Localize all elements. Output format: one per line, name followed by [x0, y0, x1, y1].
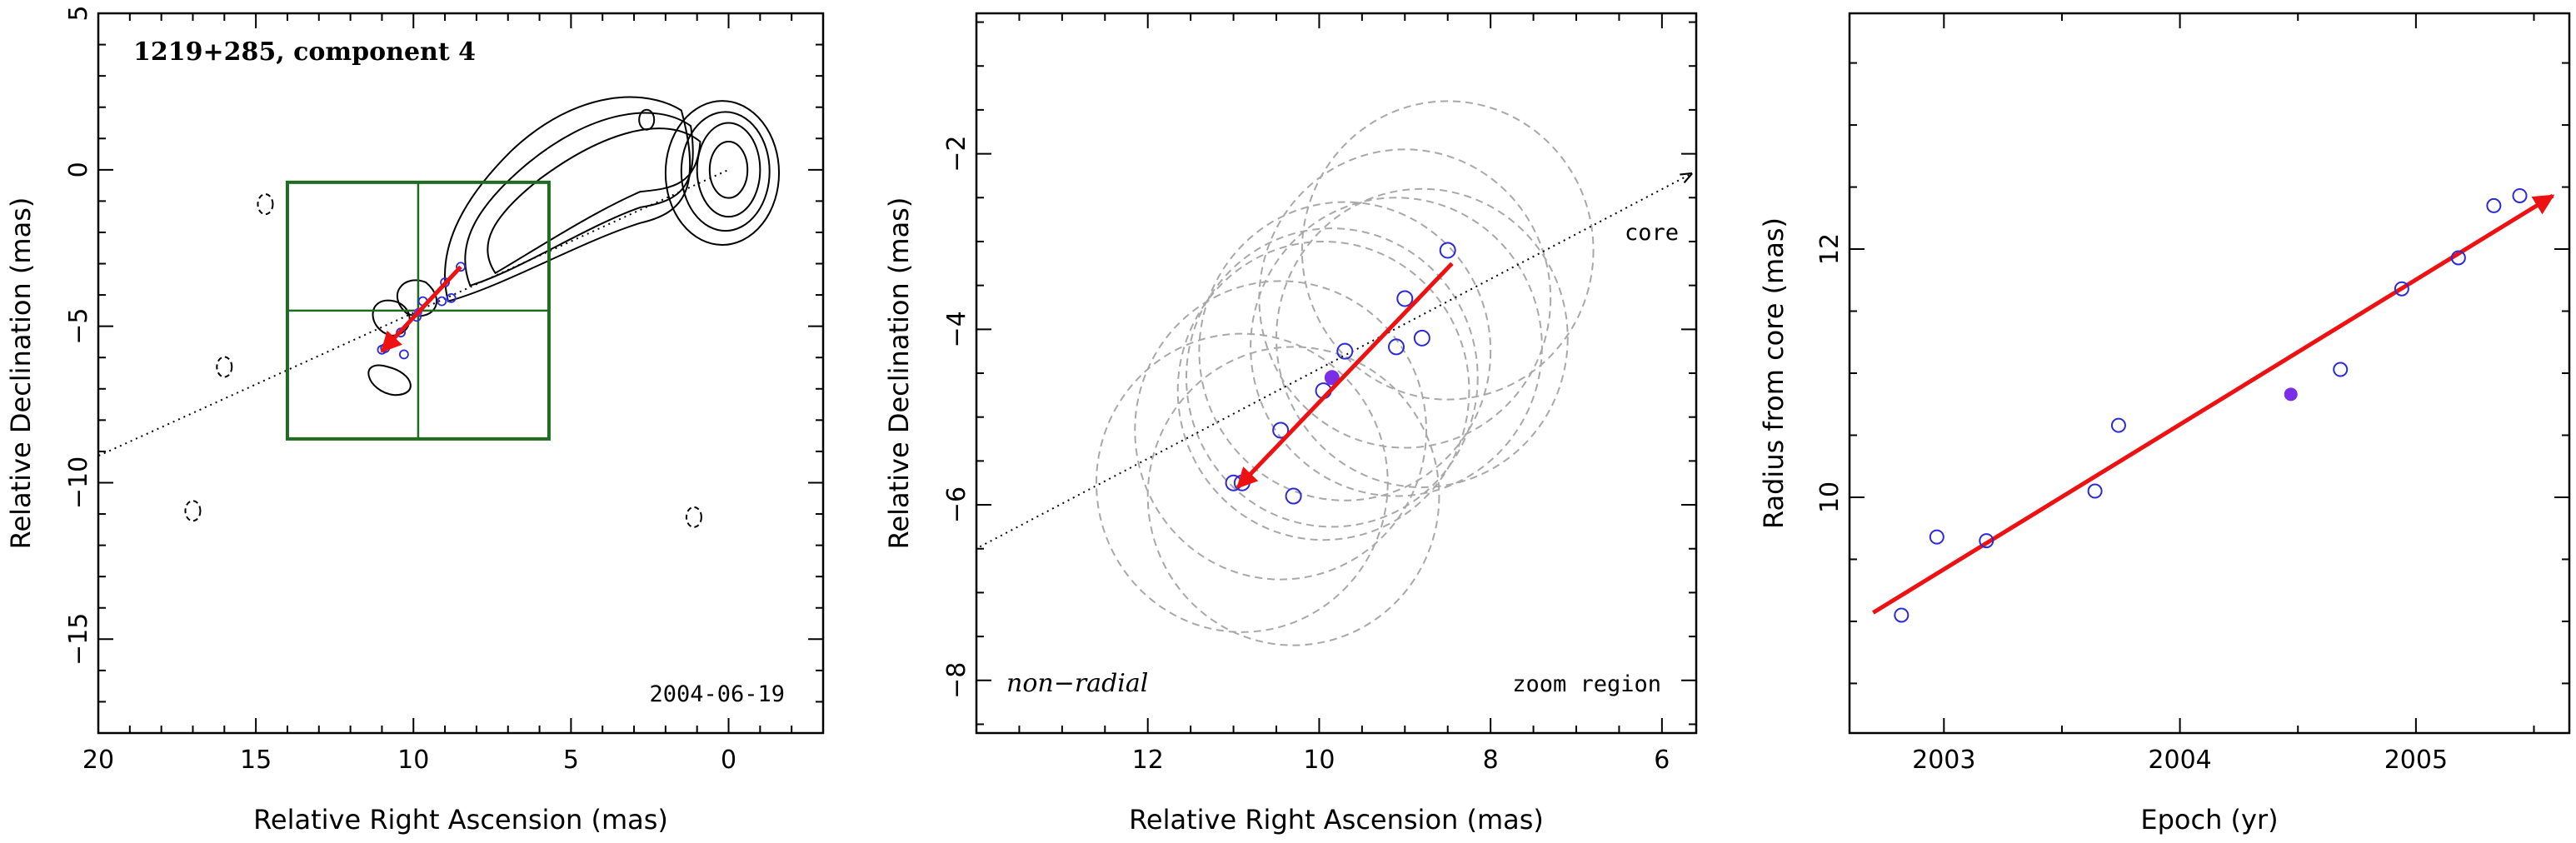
p1-core-contour: [664, 100, 781, 246]
p2-beam-circle: [1146, 346, 1440, 646]
p3-xtick-label: 2003: [1912, 746, 1975, 775]
p2-ytick-label: −6: [942, 486, 971, 523]
p2-ylabel: Relative Declination (mas): [883, 197, 915, 550]
p1-data-point: [456, 262, 466, 272]
p3-xlabel: Epoch (yr): [2140, 804, 2278, 836]
p1-ytick-label: 5: [64, 5, 93, 21]
p2-beam-circle: [1198, 201, 1492, 501]
p1-ytick-label: −15: [64, 613, 93, 666]
panel-radius-vs-epoch: 2003 2004 2005 10 12 Epoch (yr) Radius from …: [1758, 12, 2571, 836]
p2-ytick-label: −8: [942, 662, 971, 699]
p2-ytick-label: −4: [942, 311, 971, 347]
p3-data-point: [2512, 187, 2528, 203]
p1-negative-contour: [638, 108, 656, 131]
p2-axes: 12 10 8 6 −2 −4 −6 −8: [942, 13, 1696, 775]
p1-xtick-label: 10: [397, 746, 429, 775]
p1-motion-arrow: [380, 265, 462, 353]
p2-beam-circle: [1186, 227, 1479, 528]
p1-core-contour: [708, 141, 749, 199]
p2-data-point: [1439, 242, 1456, 259]
p1-date-label: 2004-06-19: [649, 681, 785, 707]
p2-plot-area: [976, 100, 1691, 646]
p1-negative-contour: [257, 193, 274, 216]
p2-trajectory-line: [976, 174, 1691, 550]
p1-core-contour: [680, 111, 771, 232]
p1-title: 1219+285, component 4: [133, 37, 476, 67]
p1-jet-contour: [367, 364, 412, 397]
p1-negative-contour: [216, 356, 233, 378]
p3-frame: [1848, 12, 2571, 735]
p1-data-point: [437, 296, 447, 307]
p2-xlabel: Relative Right Ascension (mas): [1129, 804, 1544, 836]
p1-core-contour: [696, 122, 761, 218]
p3-data-point: [2486, 197, 2502, 213]
p3-fit-arrow: [1872, 193, 2555, 615]
p2-clipped: [976, 100, 1691, 646]
p1-jet-contour: [464, 112, 694, 287]
p2-xtick-label: 6: [1654, 746, 1670, 775]
p1-xtick-label: 15: [240, 746, 272, 775]
p3-ylabel: Radius from core (mas): [1758, 217, 1790, 529]
p2-data-point: [1396, 290, 1414, 307]
p1-xlabel: Relative Right Ascension (mas): [253, 804, 668, 836]
p3-data-point: [2333, 362, 2349, 377]
p3-ytick-label: 10: [1815, 481, 1845, 513]
p2-data-point: [1413, 329, 1430, 347]
p2-data-point: [1336, 342, 1354, 360]
p2-left-note: non−radial: [1006, 669, 1148, 698]
p1-ytick-label: −10: [64, 456, 93, 509]
p2-xtick-label: 12: [1132, 746, 1164, 775]
p3-data-point: [2087, 483, 2103, 499]
p2-beam-circle: [1258, 148, 1552, 449]
p1-xtick-label: 0: [721, 746, 736, 775]
p2-beam-circle: [1250, 197, 1543, 497]
p2-data-point: [1388, 338, 1405, 356]
p1-ylabel: Relative Declination (mas): [5, 197, 37, 550]
p2-data-point: [1285, 487, 1302, 505]
p2-beam-circle: [1134, 280, 1427, 581]
p3-data-point: [1894, 607, 1910, 623]
p3-plot-area: [1872, 187, 2555, 623]
p1-frame: [97, 12, 825, 735]
p1-negative-contour: [184, 500, 202, 522]
p1-xtick-label: 20: [82, 746, 114, 775]
p2-xtick-label: 10: [1303, 746, 1335, 775]
panel-contour-map: 20 15 10 5 0 5 0 −5 −10 −15 1219+285, component 4…: [5, 5, 825, 836]
p1-plot-area: [98, 96, 781, 528]
p1-xtick-label: 5: [563, 746, 579, 775]
p2-right-note: zoom region: [1512, 671, 1661, 697]
p3-xtick-label: 2005: [2384, 746, 2448, 775]
p1-jet-contour: [487, 127, 701, 275]
p1-trajectory-line: [98, 168, 729, 457]
p1-negative-contour: [685, 506, 702, 528]
p3-highlight-point: [2284, 387, 2298, 402]
p2-motion-arrow: [1236, 262, 1454, 489]
p3-data-point: [1929, 529, 1944, 545]
p2-beam-circle: [1176, 240, 1470, 541]
p1-clipped: [98, 96, 781, 528]
p2-xtick-label: 8: [1483, 746, 1499, 775]
p3-ytick-label: 12: [1815, 233, 1845, 265]
p3-data-point: [2110, 417, 2126, 433]
p3-data-point: [2394, 281, 2409, 297]
p1-data-point: [446, 292, 457, 303]
p2-ytick-label: −2: [942, 135, 971, 172]
p3-xtick-label: 2004: [2148, 746, 2211, 775]
p2-beam-circle: [1276, 187, 1569, 488]
p3-data-point: [2450, 250, 2466, 266]
panel-zoom-region: 12 10 8 6 −2 −4 −6 −8 non−radial zoom region co…: [883, 12, 1698, 836]
p1-jet-contour: [396, 279, 437, 317]
p1-ytick-label: 0: [64, 162, 93, 177]
p3-data-point: [1979, 533, 1994, 549]
p2-beam-circle: [1300, 100, 1595, 401]
p2-data-point: [1272, 422, 1290, 439]
p1-ytick-label: −5: [64, 308, 93, 345]
p3-axes: 2003 2004 2005 10 12: [1815, 13, 2569, 775]
p2-core-label: core: [1625, 220, 1679, 246]
p2-highlight-point: [1324, 370, 1340, 386]
p1-axes: 20 15 10 5 0 5 0 −5 −10 −15: [64, 5, 824, 775]
p2-beam-circle: [1096, 332, 1389, 633]
p1-data-point: [399, 349, 409, 360]
